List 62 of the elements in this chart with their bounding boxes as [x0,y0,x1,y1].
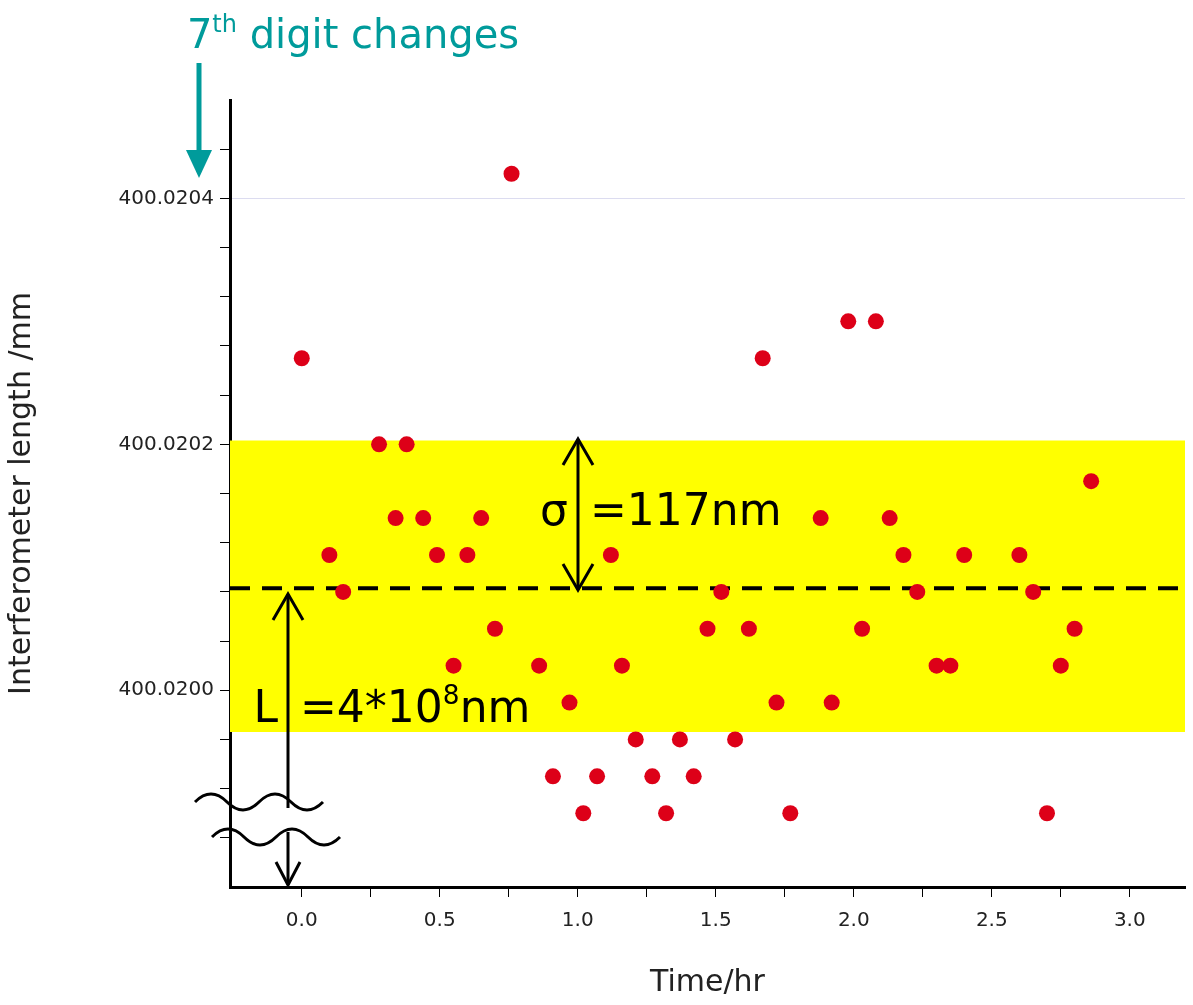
point [867,313,884,330]
point [895,546,912,563]
point [713,583,730,600]
point [445,657,462,674]
point [1066,620,1083,637]
point [928,657,945,674]
point [486,620,503,637]
point [1038,805,1055,822]
point [658,805,675,822]
point [627,731,644,748]
point [335,583,352,600]
point [768,694,785,711]
point [293,350,310,367]
point [1011,546,1028,563]
point [602,546,619,563]
point [685,768,702,785]
x-tick-label: 0.0 [285,907,318,932]
point [387,510,404,527]
point [942,657,959,674]
point [503,165,520,182]
point [823,694,840,711]
point [473,510,490,527]
point [531,657,548,674]
x-tick-label: 2.0 [837,907,870,932]
y-tick-label: 400.0202 [118,430,214,455]
x-axis-title: Time/hr [649,962,766,998]
point [575,805,592,822]
x-tick-label: 2.5 [975,907,1008,932]
point [782,805,799,822]
point [740,620,757,637]
point [1083,473,1100,490]
point [854,620,871,637]
point [909,583,926,600]
point [699,620,716,637]
y-tick-label: 400.0200 [118,676,214,701]
point [613,657,630,674]
point [321,546,338,563]
point [459,546,476,563]
point [398,436,415,453]
point [1025,583,1042,600]
x-tick-label: 3.0 [1113,907,1146,932]
y-axis-title: Interferometer length /mm [1,292,37,695]
point [544,768,561,785]
annotation: σ =117nm [540,484,782,535]
point [1052,657,1069,674]
point [415,510,432,527]
point [754,350,771,367]
point [429,546,446,563]
y-tick-label: 400.0204 [118,184,214,209]
x-tick-label: 1.5 [699,907,732,932]
point [727,731,744,748]
point [956,546,973,563]
point [812,510,829,527]
point [589,768,606,785]
x-tick-label: 1.0 [561,907,594,932]
point [881,510,898,527]
point [671,731,688,748]
point [371,436,388,453]
point [644,768,661,785]
point [840,313,857,330]
point [561,694,578,711]
x-tick-label: 0.5 [423,907,456,932]
